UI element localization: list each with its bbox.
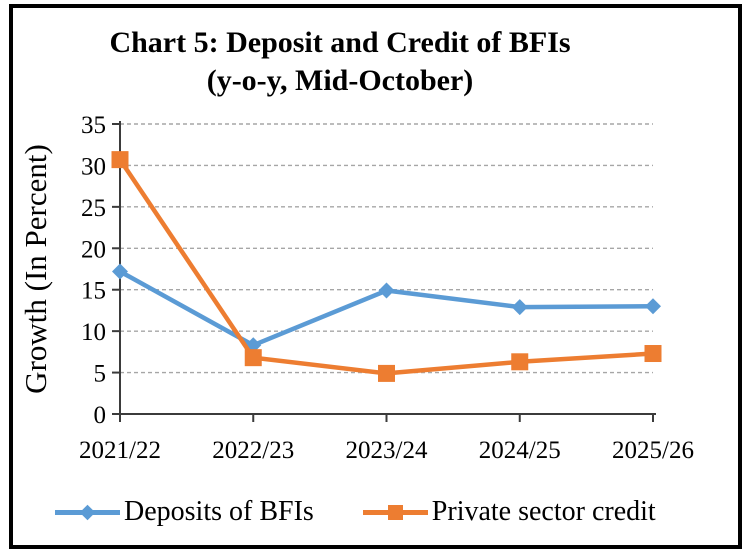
marker-square-private-sector-credit (511, 353, 529, 371)
chart-subtitle: (y-o-y, Mid-October) (206, 64, 474, 97)
y-tick-label: 15 (81, 278, 106, 305)
marker-square-private-sector-credit (644, 345, 662, 363)
y-tick-label: 25 (81, 195, 106, 222)
x-tick-label: 2021/22 (79, 437, 161, 464)
legend-sample-credit (362, 503, 428, 521)
x-tick-label: 2025/26 (612, 437, 694, 464)
y-tick-label: 35 (81, 112, 106, 139)
y-tick-label: 5 (94, 361, 107, 388)
series-line-private-sector-credit (117, 157, 656, 376)
y-tick-label: 30 (81, 153, 106, 180)
legend-item-credit: Private sector credit (362, 496, 656, 528)
diamond-marker-icon (79, 504, 96, 521)
marker-diamond-deposits-of-bfis (645, 298, 661, 315)
y-tick-label: 0 (94, 402, 107, 429)
marker-diamond-deposits-of-bfis (112, 263, 128, 280)
legend-label-deposits: Deposits of BFIs (124, 496, 314, 527)
legend-sample-deposits (55, 503, 120, 521)
x-tick-label: 2024/25 (479, 437, 561, 464)
y-tick-label: 10 (81, 319, 106, 346)
marker-diamond-deposits-of-bfis (378, 282, 395, 299)
chart-legend: Deposits of BFIs Private sector credit (55, 492, 656, 532)
legend-label-credit: Private sector credit (431, 496, 656, 527)
chart-title: Chart 5: Deposit and Credit of BFIs (109, 26, 571, 59)
marker-diamond-deposits-of-bfis (511, 299, 528, 316)
x-tick-label: 2023/24 (346, 437, 428, 464)
marker-square-private-sector-credit (244, 349, 262, 367)
legend-item-deposits: Deposits of BFIs (55, 496, 314, 528)
chart-title-block: Chart 5: Deposit and Credit of BFIs (y-o… (24, 24, 656, 100)
x-tick-label: 2022/23 (212, 437, 294, 464)
marker-square-private-sector-credit (378, 364, 395, 382)
y-tick-label: 20 (81, 236, 106, 263)
square-marker-icon (387, 505, 403, 520)
marker-square-private-sector-credit (111, 151, 129, 169)
